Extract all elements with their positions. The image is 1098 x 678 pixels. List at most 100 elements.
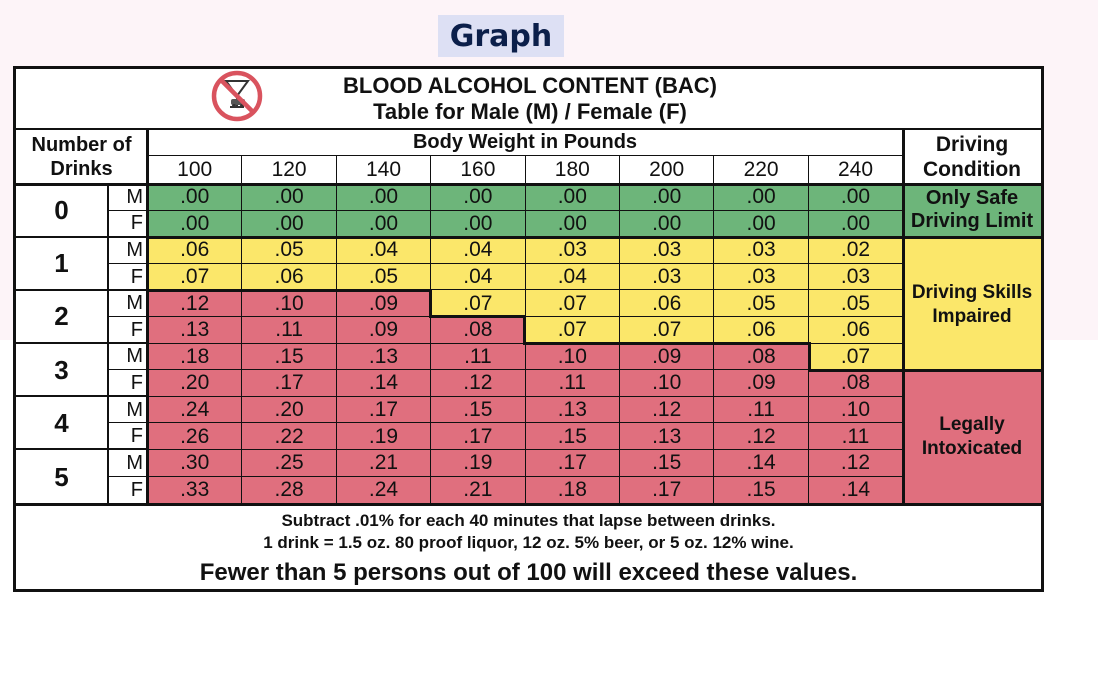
condition-intoxicated-line2: Intoxicated	[921, 437, 1023, 459]
zone-step-4	[523, 315, 526, 343]
zone-step-1	[148, 289, 431, 292]
drinks-3-divider	[16, 395, 148, 397]
zone-step-3	[429, 315, 525, 318]
bac-value: .04	[525, 263, 620, 291]
header-divider	[16, 128, 1041, 130]
bac-value: .00	[525, 184, 620, 211]
bac-value: .12	[714, 423, 809, 450]
weight-header-200: 200	[620, 156, 715, 184]
zone-step-7	[808, 369, 1041, 372]
bac-value: .11	[808, 423, 904, 450]
bac-value: .10	[242, 290, 337, 317]
bac-value: .17	[431, 423, 526, 450]
drinks-2-divider	[16, 342, 148, 344]
bac-value: .04	[431, 263, 526, 291]
sex-label-M: M	[108, 184, 148, 211]
drinks-count-3: 3	[16, 343, 108, 397]
sex-label-F: F	[108, 476, 148, 504]
sex-label-M: M	[108, 343, 148, 371]
drinks-count-4: 4	[16, 396, 108, 450]
zone-step-2	[429, 289, 432, 317]
bac-value: .30	[148, 450, 243, 477]
condition-header-line1: Driving	[935, 133, 1009, 156]
bac-value: .05	[242, 237, 337, 264]
bac-value: .19	[431, 450, 526, 477]
drinks-count-2: 2	[16, 290, 108, 344]
bac-value: .03	[714, 263, 809, 291]
condition-safe-line1: Only Safe	[925, 187, 1019, 209]
weight-header-120: 120	[242, 156, 337, 184]
bac-value: .12	[148, 290, 243, 317]
bac-value: .18	[525, 476, 620, 504]
bac-value: .09	[336, 317, 432, 344]
bac-value: .00	[336, 210, 432, 238]
bac-value: .08	[808, 370, 904, 397]
bac-value: .21	[336, 450, 432, 477]
bac-value: .03	[620, 237, 715, 264]
bac-value: .05	[714, 290, 809, 317]
bac-value: .05	[336, 263, 432, 291]
zone-step-5	[523, 342, 811, 345]
bac-value: .00	[148, 210, 243, 238]
bac-value: .06	[808, 317, 904, 344]
drinks-count-1: 1	[16, 237, 108, 291]
bac-value: .00	[620, 210, 715, 238]
bac-value: .00	[714, 184, 809, 211]
header-bottom-border	[16, 183, 1041, 186]
bac-value: .08	[714, 343, 809, 371]
drinks-header-line1: Number of	[31, 134, 132, 156]
bac-value: .18	[148, 343, 243, 371]
bac-value: .00	[808, 184, 904, 211]
weight-header: Body Weight in Pounds	[148, 130, 903, 156]
drinks-count-5: 5	[16, 450, 108, 504]
bac-value: .17	[620, 476, 715, 504]
sex-label-F: F	[108, 370, 148, 397]
condition-header-line2: Condition	[923, 158, 1021, 181]
sex-label-F: F	[108, 317, 148, 344]
bac-value: .03	[808, 263, 904, 291]
bac-value: .20	[148, 370, 243, 397]
drinks-count-0: 0	[16, 184, 108, 238]
safe-zone-border	[148, 236, 1041, 239]
condition-safe-line2: Driving Limit	[910, 210, 1034, 232]
table-bottom-border	[16, 503, 1041, 506]
bac-value: .15	[620, 450, 715, 477]
bac-value: .10	[620, 370, 715, 397]
bac-value: .06	[148, 237, 243, 264]
table-title: BLOOD ALCOHOL CONTENT (BAC)	[343, 73, 717, 98]
bac-value: .06	[714, 317, 809, 344]
bac-value: .10	[808, 396, 904, 424]
bac-value: .15	[431, 396, 526, 424]
bac-value: .00	[242, 210, 337, 238]
bac-value: .06	[620, 290, 715, 317]
sex-label-M: M	[108, 237, 148, 264]
bac-value: .15	[242, 343, 337, 371]
bac-value: .12	[808, 450, 904, 477]
bac-value: .13	[336, 343, 432, 371]
sex-label-M: M	[108, 396, 148, 424]
bac-value: .25	[242, 450, 337, 477]
label-grid-divider	[146, 130, 149, 503]
bac-value: .04	[431, 237, 526, 264]
bac-value: .07	[620, 317, 715, 344]
bac-value: .03	[620, 263, 715, 291]
bac-value: .03	[525, 237, 620, 264]
bac-value: .28	[242, 476, 337, 504]
bac-value: .05	[808, 290, 904, 317]
bac-value: .00	[714, 210, 809, 238]
condition-impaired-line2: Impaired	[932, 306, 1012, 327]
footer-note-drink-size: 1 drink = 1.5 oz. 80 proof liquor, 12 oz…	[263, 533, 794, 552]
footer-note-exceed: Fewer than 5 persons out of 100 will exc…	[199, 559, 858, 586]
bac-value: .13	[620, 423, 715, 450]
bac-value: .14	[808, 476, 904, 504]
bac-value: .07	[525, 317, 620, 344]
bac-value: .00	[336, 184, 432, 211]
no-drinking-and-driving-icon	[211, 70, 263, 122]
condition-impaired: Driving Skills Impaired	[903, 237, 1041, 370]
sex-label-F: F	[108, 210, 148, 238]
weight-header-220: 220	[714, 156, 809, 184]
weight-header-140: 140	[336, 156, 432, 184]
drinks-column-header: Number of Drinks	[16, 130, 148, 184]
bac-value: .15	[525, 423, 620, 450]
sex-label-F: F	[108, 423, 148, 450]
